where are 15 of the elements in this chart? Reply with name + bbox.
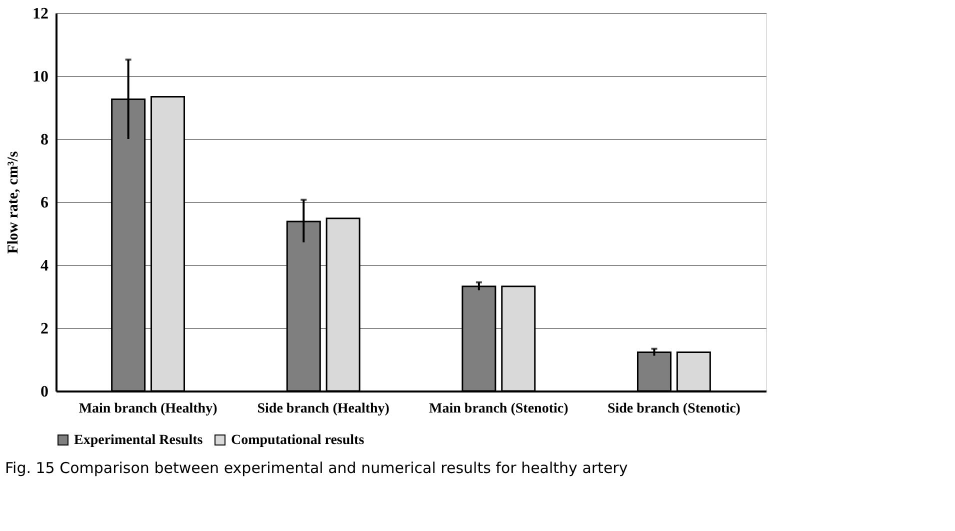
legend-label: Computational results xyxy=(231,433,365,448)
y-tick-label: 12 xyxy=(32,6,48,22)
y-tick-label: 6 xyxy=(40,194,48,212)
legend-label: Experimental Results xyxy=(74,433,204,448)
y-tick-label: 2 xyxy=(40,320,48,338)
x-tick-label: Side branch (Healthy) xyxy=(257,402,390,416)
y-axis-title: Flow rate, cm³/s xyxy=(6,151,22,254)
x-tick-label: Side branch (Stenotic) xyxy=(607,402,741,416)
y-tick-label: 0 xyxy=(40,384,48,400)
y-tick-label: 4 xyxy=(40,258,48,274)
y-tick-label: 10 xyxy=(32,68,48,86)
y-tick-label: 8 xyxy=(40,132,48,148)
caption: Fig. 15 Comparison between experimental and numerical results for healthy artery xyxy=(5,459,628,477)
x-tick-label: Main branch (Stenotic) xyxy=(429,402,569,416)
x-tick-label: Main branch (Healthy) xyxy=(78,402,218,416)
